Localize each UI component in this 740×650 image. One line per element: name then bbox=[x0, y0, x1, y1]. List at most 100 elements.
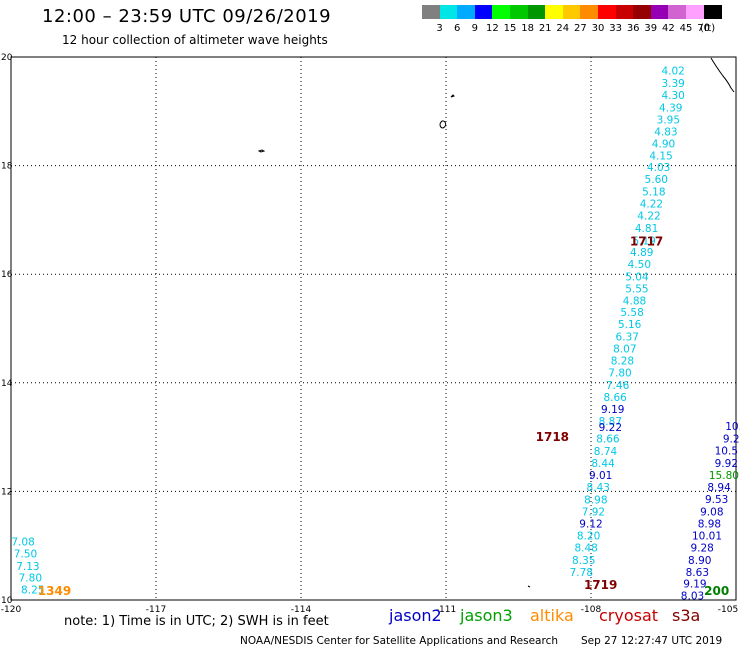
wave-height-reading: 8.03 bbox=[681, 591, 704, 603]
wave-height-reading: 7.80 bbox=[19, 573, 42, 585]
wave-height-reading: 8.48 bbox=[574, 542, 597, 554]
wave-height-reading: 9.28 bbox=[690, 542, 713, 554]
colorbar-label: 30 bbox=[591, 23, 605, 34]
colorbar-label: 70 bbox=[697, 23, 710, 34]
wave-height-reading: 8.66 bbox=[596, 434, 620, 446]
wave-height-reading: 5.58 bbox=[620, 307, 643, 319]
wave-height-reading: 9.12 bbox=[579, 518, 602, 530]
wave-height-reading: 7.78 bbox=[570, 567, 593, 579]
satellite-legend-altika: altika bbox=[530, 606, 574, 625]
wave-height-reading: 8.44 bbox=[591, 458, 615, 470]
wave-height-reading: 6.37 bbox=[616, 332, 639, 344]
wave-height-reading: 4.83 bbox=[654, 126, 677, 138]
wave-height-reading: 8.74 bbox=[594, 446, 618, 458]
wave-height-reading: 7.80 bbox=[608, 367, 631, 379]
latitude-tick-label: 10 bbox=[1, 596, 13, 606]
wave-height-reading: 4.90 bbox=[652, 138, 675, 150]
wave-height-reading: 10.5 bbox=[715, 446, 738, 458]
wave-height-reading: 8.94 bbox=[707, 482, 731, 494]
island-shape bbox=[257, 149, 266, 153]
colorbar-label: 45 bbox=[679, 23, 693, 34]
wave-height-reading: 8.07 bbox=[613, 344, 636, 356]
wave-height-reading: 7.46 bbox=[606, 380, 630, 392]
colorbar-swatch bbox=[686, 5, 705, 19]
latitude-tick-label: 20 bbox=[1, 53, 13, 63]
pass-time-label: 1718 bbox=[536, 430, 569, 444]
wave-height-reading: 4.89 bbox=[630, 247, 653, 259]
pass-time-label: 1719 bbox=[584, 578, 617, 592]
wave-height-reading: 8.20 bbox=[577, 530, 600, 542]
colorbar-label: 21 bbox=[538, 23, 552, 34]
wave-height-reading: 8.35 bbox=[572, 555, 595, 567]
wave-height-reading: 9.2 bbox=[723, 434, 740, 446]
island-shape bbox=[450, 94, 455, 98]
colorbar-swatch bbox=[474, 5, 493, 19]
wave-height-reading: 8.25 bbox=[21, 585, 44, 597]
wave-height-reading: 4.15 bbox=[649, 150, 672, 162]
colorbar-label: 15 bbox=[503, 23, 517, 34]
colorbar-swatch bbox=[439, 5, 458, 19]
colorbar-swatch bbox=[457, 5, 476, 19]
pass-time-label: 1717 bbox=[630, 235, 663, 249]
wave-height-reading: 8.66 bbox=[603, 392, 627, 404]
wave-height-reading: 3.39 bbox=[661, 78, 684, 90]
wave-height-reading: 7.13 bbox=[16, 561, 39, 573]
colorbar-swatch bbox=[510, 5, 529, 19]
colorbar-swatch bbox=[527, 5, 546, 19]
wave-height-reading: 10. bbox=[725, 421, 740, 433]
colorbar-swatch bbox=[422, 5, 441, 19]
wave-height-reading: 3.95 bbox=[657, 114, 680, 126]
colorbar-label: 27 bbox=[574, 23, 587, 34]
island-shape bbox=[439, 120, 447, 129]
colorbar-label: 24 bbox=[556, 23, 570, 34]
wave-height-reading: 4.81 bbox=[635, 223, 658, 235]
longitude-tick-label: -105 bbox=[718, 605, 738, 615]
generation-timestamp: Sep 27 12:27:47 UTC 2019 bbox=[581, 635, 723, 647]
pass-time-label: 1349 bbox=[38, 584, 71, 598]
latitude-tick-label: 12 bbox=[1, 487, 12, 497]
longitude-tick-label: -120 bbox=[1, 605, 22, 615]
wave-height-reading: 4.22 bbox=[640, 199, 663, 211]
satellite-legend-s3a: s3a bbox=[672, 606, 701, 625]
wave-height-reading: 9.92 bbox=[715, 458, 738, 470]
colorbar-label: 36 bbox=[626, 23, 640, 34]
colorbar-label: 3 bbox=[436, 23, 443, 34]
wave-height-reading: 5.18 bbox=[642, 187, 665, 199]
wave-height-reading: 8.98 bbox=[698, 518, 721, 530]
longitude-tick-label: -111 bbox=[436, 605, 456, 615]
credit-line: NOAA/NESDIS Center for Satellite Applica… bbox=[240, 635, 558, 647]
coastline bbox=[710, 57, 735, 93]
wave-height-reading: 10.01 bbox=[692, 530, 722, 542]
colorbar-swatch bbox=[668, 5, 687, 19]
wave-height-reading: 9.19 bbox=[601, 404, 624, 416]
colorbar-label: 9 bbox=[471, 23, 478, 34]
latitude-tick-label: 16 bbox=[1, 270, 13, 280]
wave-height-reading: 5.55 bbox=[625, 283, 648, 295]
longitude-tick-label: -114 bbox=[291, 605, 312, 615]
wave-height-reading: 7.50 bbox=[14, 548, 37, 560]
wave-height-reading: 4.22 bbox=[637, 211, 660, 223]
wave-height-reading: 8.28 bbox=[611, 356, 634, 368]
wave-height-reading: 5.60 bbox=[645, 174, 668, 186]
colorbar-label: 42 bbox=[662, 23, 675, 34]
wave-height-reading: 9.22 bbox=[599, 422, 622, 434]
longitude-tick-label: -117 bbox=[146, 605, 166, 615]
wave-height-reading: 4.39 bbox=[659, 102, 682, 114]
latitude-tick-label: 14 bbox=[1, 379, 13, 389]
map-frame bbox=[10, 56, 737, 601]
colorbar-swatch bbox=[703, 5, 722, 19]
colorbar-swatch bbox=[633, 5, 652, 19]
colorbar-swatch bbox=[545, 5, 564, 19]
satellite-legend-jason3: jason3 bbox=[460, 606, 513, 625]
colorbar-label: 18 bbox=[521, 23, 534, 34]
wave-height-reading: 5.19 bbox=[632, 236, 655, 248]
wave-height-reading: 9.01 bbox=[589, 470, 612, 482]
satellite-legend-cryosat: cryosat bbox=[599, 606, 659, 625]
wave-height-reading: 4.03 bbox=[647, 162, 670, 174]
map-subtitle: 12 hour collection of altimeter wave hei… bbox=[62, 33, 328, 47]
wave-height-reading: 7.08 bbox=[11, 536, 34, 548]
units-note: note: 1) Time is in UTC; 2) SWH is in fe… bbox=[64, 614, 329, 629]
colorbar-swatch bbox=[492, 5, 511, 19]
wave-height-reading: 9.19 bbox=[683, 579, 706, 591]
colorbar-swatch bbox=[580, 5, 599, 19]
